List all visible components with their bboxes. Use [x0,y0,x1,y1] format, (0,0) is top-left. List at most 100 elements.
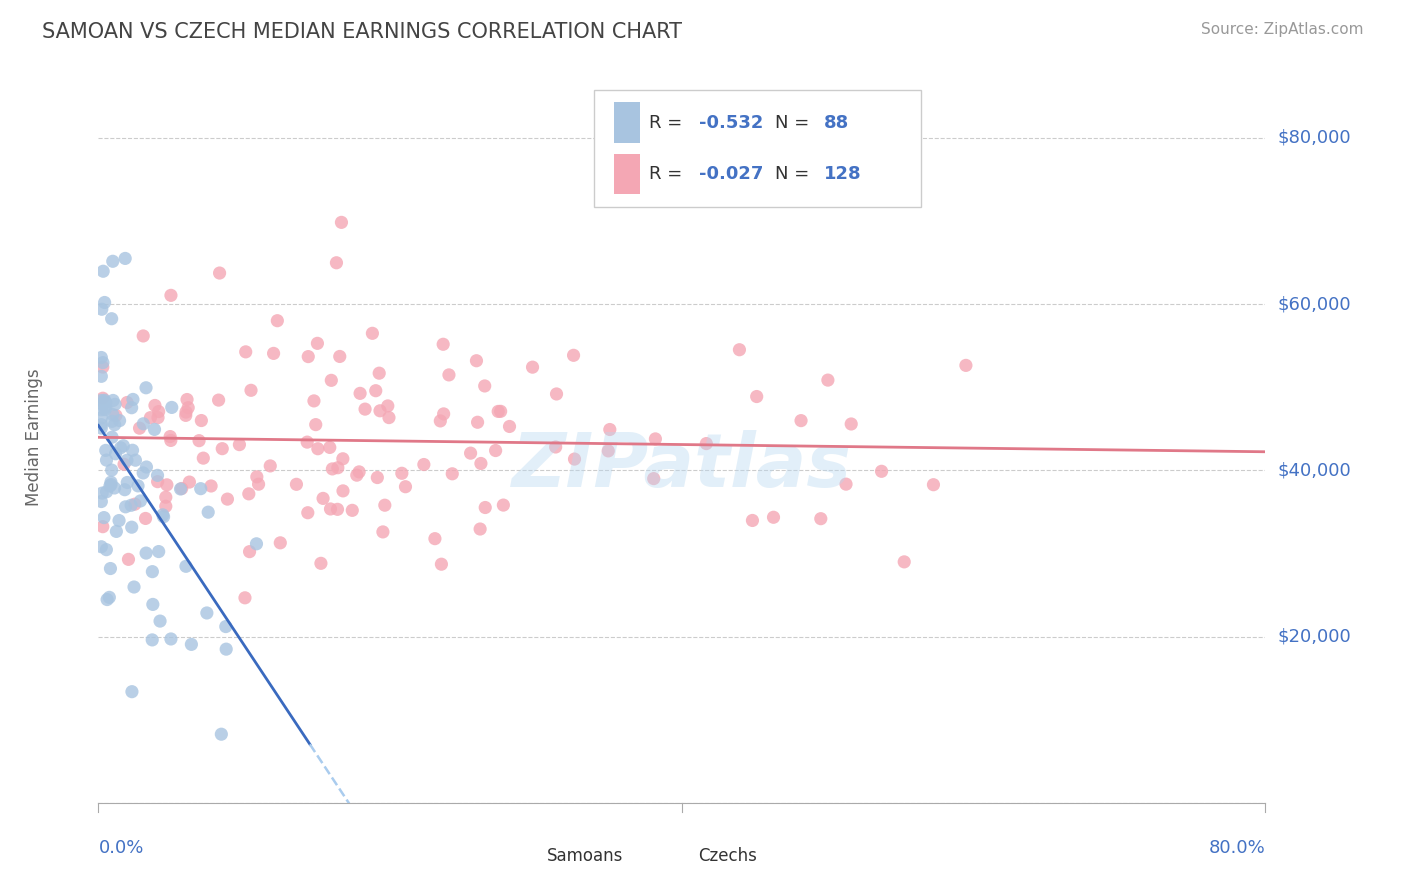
Point [295,435,318,450]
Point [307,442,329,456]
Point [135,460,157,475]
Point [160,401,183,415]
Text: Source: ZipAtlas.com: Source: ZipAtlas.com [1201,22,1364,37]
Point [93,395,115,409]
Point [142,598,165,612]
Point [101,408,124,422]
Point [93,393,115,408]
Point [112,458,135,472]
Point [139,410,162,425]
Point [371,524,394,539]
Point [217,492,239,507]
Point [332,451,354,466]
Point [94,395,117,409]
Point [562,348,585,362]
Point [90,494,112,508]
Point [90,410,112,425]
Point [177,401,200,415]
Point [135,546,157,560]
Point [368,404,391,418]
Point [90,417,112,432]
Point [193,451,215,466]
Point [240,384,263,398]
Point [100,561,122,575]
Point [190,413,212,427]
Point [132,466,155,480]
Point [215,619,238,633]
Point [170,482,193,496]
Point [159,434,181,448]
Point [91,264,114,278]
Point [330,215,353,229]
Bar [519,846,540,866]
Point [114,483,136,497]
Point [127,479,149,493]
Point [354,402,377,417]
Point [91,486,114,500]
Point [486,404,509,418]
Point [955,359,977,373]
Point [349,386,371,401]
Point [741,513,763,527]
Point [465,353,488,368]
Point [329,350,352,364]
Point [326,502,349,516]
Point [156,478,179,492]
Point [238,487,260,501]
Point [101,393,124,408]
Point [745,390,768,404]
Point [179,475,201,489]
Point [544,440,567,454]
Text: R =: R = [650,165,688,183]
Point [101,414,124,428]
Text: $60,000: $60,000 [1277,295,1351,313]
Point [174,409,197,423]
Point [90,402,112,417]
Point [96,453,118,467]
Point [141,632,163,647]
Point [246,470,269,484]
Point [104,409,127,423]
Bar [671,846,692,866]
Point [146,475,169,489]
Point [598,443,620,458]
Point [307,336,329,351]
Point [485,443,508,458]
Point [160,632,183,646]
Point [104,417,127,432]
Point [176,392,198,407]
Point [195,606,218,620]
Point [108,514,131,528]
Point [332,483,354,498]
Point [96,542,118,557]
Point [430,558,453,572]
Point [100,311,122,326]
FancyBboxPatch shape [595,90,921,207]
Point [110,441,132,455]
Point [101,430,124,444]
Point [433,407,456,421]
Point [94,402,117,417]
Point [374,498,396,512]
Text: ZIPatlas: ZIPatlas [512,430,852,503]
Point [117,475,139,490]
Point [644,432,666,446]
Point [152,509,174,524]
Point [790,414,813,428]
Point [155,490,177,504]
Point [839,417,862,431]
Text: SAMOAN VS CZECH MEDIAN EARNINGS CORRELATION CHART: SAMOAN VS CZECH MEDIAN EARNINGS CORRELAT… [42,22,682,42]
Point [117,552,139,566]
Point [148,404,170,418]
Point [470,457,492,471]
Point [325,256,347,270]
Point [695,436,717,450]
Point [489,404,512,418]
Point [120,498,142,512]
Point [429,414,451,428]
Point [467,415,489,429]
Point [121,401,143,415]
Point [321,373,343,387]
Text: 88: 88 [824,113,849,131]
Point [468,522,491,536]
